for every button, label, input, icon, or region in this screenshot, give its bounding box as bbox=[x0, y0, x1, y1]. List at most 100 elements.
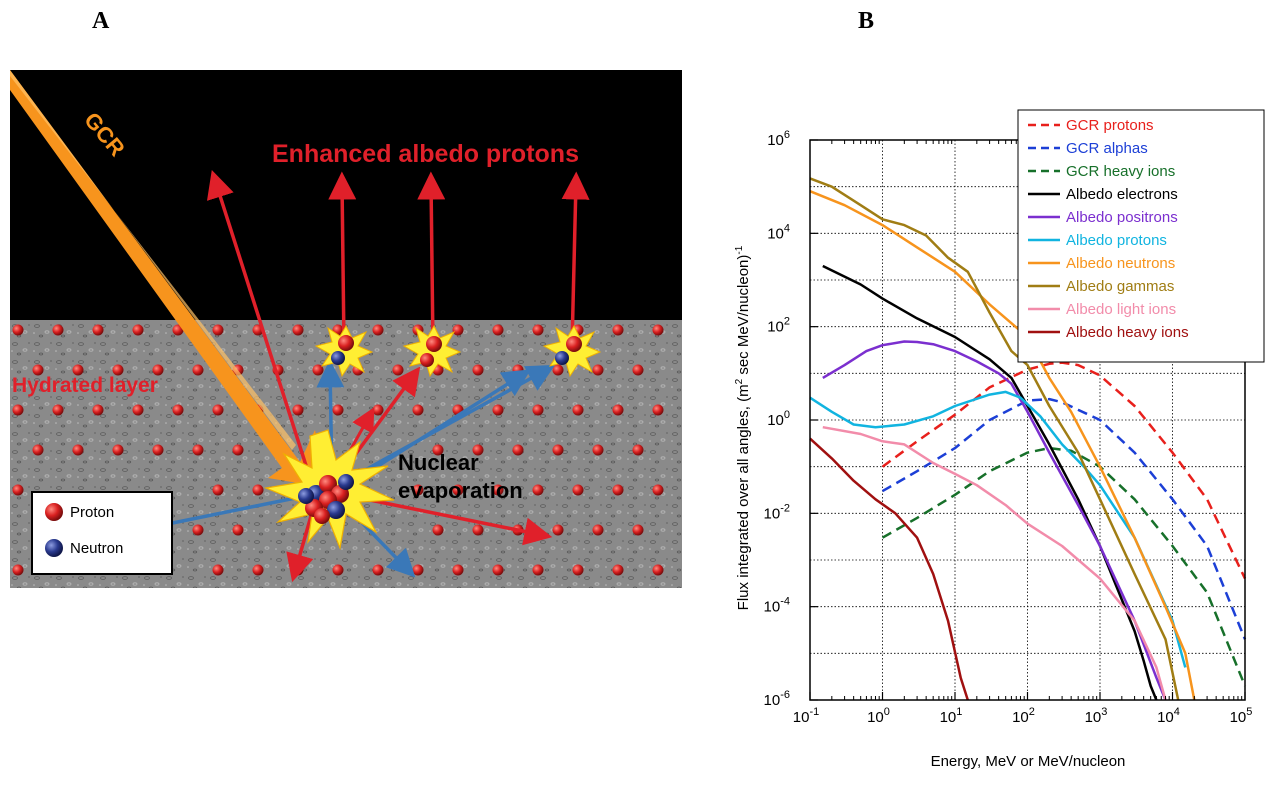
regolith-proton bbox=[92, 404, 104, 416]
x-tick-label: 105 bbox=[1230, 706, 1253, 726]
regolith-proton bbox=[592, 444, 604, 456]
regolith-proton bbox=[132, 324, 144, 336]
nuclear-label-1: Nuclear bbox=[398, 450, 479, 475]
regolith-proton bbox=[452, 484, 464, 496]
regolith-proton bbox=[152, 444, 164, 456]
regolith-proton bbox=[512, 364, 524, 376]
series-line-4 bbox=[822, 340, 1167, 701]
regolith-proton bbox=[332, 564, 344, 576]
panel-letter-a: A bbox=[92, 8, 110, 34]
regolith-proton bbox=[452, 564, 464, 576]
regolith-proton bbox=[52, 324, 64, 336]
regolith-proton bbox=[232, 524, 244, 536]
regolith-proton bbox=[72, 444, 84, 456]
regolith-proton bbox=[132, 404, 144, 416]
legend-box bbox=[1017, 109, 1265, 363]
regolith-proton bbox=[292, 324, 304, 336]
regolith-proton bbox=[212, 564, 224, 576]
y-tick-label: 10-4 bbox=[764, 596, 790, 616]
y-tick-label: 10-2 bbox=[764, 502, 790, 522]
regolith-proton bbox=[452, 324, 464, 336]
x-tick-label: 101 bbox=[940, 706, 963, 726]
regolith-proton bbox=[172, 404, 184, 416]
legend-entry: GCR alphas bbox=[1066, 140, 1148, 157]
regolith-proton bbox=[492, 404, 504, 416]
legend-entry: Albedo protons bbox=[1066, 232, 1167, 249]
legend-entry: Albedo neutrons bbox=[1066, 255, 1175, 272]
regolith-proton bbox=[372, 324, 384, 336]
small-burst-1 bbox=[314, 324, 374, 378]
regolith-proton bbox=[532, 324, 544, 336]
panel-letter-b: B bbox=[858, 8, 875, 34]
x-tick-label: 10-1 bbox=[793, 706, 819, 726]
regolith-proton bbox=[592, 524, 604, 536]
regolith-proton bbox=[332, 404, 344, 416]
regolith-proton bbox=[572, 564, 584, 576]
y-tick-label: 102 bbox=[767, 316, 790, 336]
regolith-proton bbox=[192, 444, 204, 456]
legend-entry: Albedo positrons bbox=[1066, 209, 1178, 226]
regolith-proton bbox=[572, 404, 584, 416]
regolith-proton bbox=[632, 524, 644, 536]
regolith-proton bbox=[552, 364, 564, 376]
series-line-7 bbox=[809, 177, 1180, 701]
legend-entry: Albedo light ions bbox=[1066, 301, 1176, 318]
regolith-proton bbox=[12, 484, 24, 496]
flux-chart: 10-1 100 101 102 103 104 105 10-6 10-4 10-2 100 102… bbox=[734, 109, 1265, 770]
x-tick-label: 102 bbox=[1012, 706, 1035, 726]
regolith-proton bbox=[532, 404, 544, 416]
x-tick-label: 100 bbox=[867, 706, 890, 726]
regolith-proton bbox=[592, 364, 604, 376]
regolith-proton bbox=[192, 524, 204, 536]
regolith-proton bbox=[632, 364, 644, 376]
series-line-1 bbox=[881, 397, 1247, 640]
hydrated-label: Hydrated layer bbox=[12, 374, 158, 397]
regolith-proton bbox=[652, 564, 664, 576]
regolith-proton bbox=[492, 324, 504, 336]
regolith-proton bbox=[212, 324, 224, 336]
regolith-proton bbox=[612, 484, 624, 496]
regolith-proton bbox=[472, 444, 484, 456]
regolith-proton bbox=[652, 324, 664, 336]
legend-proton-label: Proton bbox=[70, 504, 114, 521]
chart-series bbox=[809, 177, 1247, 701]
regolith-proton bbox=[52, 404, 64, 416]
legend-entry: Albedo heavy ions bbox=[1066, 324, 1189, 341]
regolith-proton bbox=[252, 484, 264, 496]
legend-proton-icon bbox=[45, 503, 63, 521]
regolith-proton bbox=[612, 324, 624, 336]
nucleus-cluster bbox=[298, 474, 354, 524]
legend-entry: Albedo electrons bbox=[1066, 186, 1178, 203]
regolith-proton bbox=[432, 524, 444, 536]
legend-neutron-icon bbox=[45, 539, 63, 557]
regolith-proton bbox=[552, 524, 564, 536]
y-axis-label: Flux integrated over all angles, (m2 sec… bbox=[734, 245, 752, 610]
regolith-proton bbox=[32, 444, 44, 456]
regolith-proton bbox=[412, 484, 424, 496]
regolith-proton bbox=[472, 524, 484, 536]
regolith-proton bbox=[552, 444, 564, 456]
regolith-proton bbox=[612, 404, 624, 416]
regolith-proton bbox=[492, 484, 504, 496]
regolith-proton bbox=[12, 404, 24, 416]
series-line-9 bbox=[809, 437, 969, 701]
regolith-proton bbox=[532, 484, 544, 496]
y-tick-label: 104 bbox=[767, 222, 790, 242]
regolith-proton bbox=[412, 564, 424, 576]
regolith-proton bbox=[292, 404, 304, 416]
regolith-proton bbox=[372, 564, 384, 576]
albedo-diagram: GCR Enhanced albedo protons Hydrated lay… bbox=[10, 70, 682, 588]
regolith-proton bbox=[512, 444, 524, 456]
series-line-3 bbox=[822, 264, 1158, 701]
legend-neutron-label: Neutron bbox=[70, 540, 123, 557]
chart-ticks: 10-1 100 101 102 103 104 105 10-6 10-4 10-2 100 102… bbox=[764, 129, 1253, 726]
legend-entry: GCR protons bbox=[1066, 117, 1154, 134]
regolith-proton bbox=[632, 444, 644, 456]
regolith-proton bbox=[212, 404, 224, 416]
x-tick-label: 103 bbox=[1085, 706, 1108, 726]
regolith-proton bbox=[72, 364, 84, 376]
regolith-proton bbox=[152, 364, 164, 376]
regolith-proton bbox=[652, 404, 664, 416]
series-line-2 bbox=[881, 446, 1247, 687]
legend-entry: GCR heavy ions bbox=[1066, 163, 1175, 180]
